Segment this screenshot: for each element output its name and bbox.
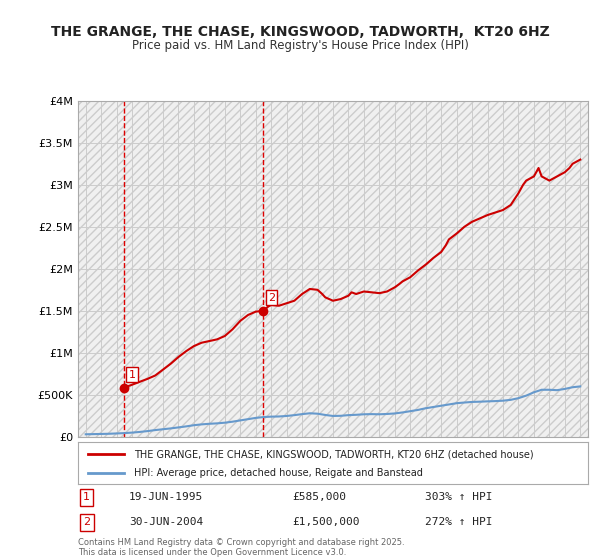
Text: 2: 2 <box>268 293 275 303</box>
Text: 272% ↑ HPI: 272% ↑ HPI <box>425 517 493 528</box>
Text: 1: 1 <box>83 492 90 502</box>
Text: THE GRANGE, THE CHASE, KINGSWOOD, TADWORTH, KT20 6HZ (detached house): THE GRANGE, THE CHASE, KINGSWOOD, TADWOR… <box>134 449 534 459</box>
Text: Contains HM Land Registry data © Crown copyright and database right 2025.
This d: Contains HM Land Registry data © Crown c… <box>78 538 404 557</box>
Text: 303% ↑ HPI: 303% ↑ HPI <box>425 492 493 502</box>
Text: 2: 2 <box>83 517 90 528</box>
Text: HPI: Average price, detached house, Reigate and Banstead: HPI: Average price, detached house, Reig… <box>134 468 423 478</box>
Text: 1: 1 <box>128 370 136 380</box>
Text: £585,000: £585,000 <box>292 492 346 502</box>
Text: 30-JUN-2004: 30-JUN-2004 <box>129 517 203 528</box>
Text: 19-JUN-1995: 19-JUN-1995 <box>129 492 203 502</box>
Text: Price paid vs. HM Land Registry's House Price Index (HPI): Price paid vs. HM Land Registry's House … <box>131 39 469 52</box>
Text: THE GRANGE, THE CHASE, KINGSWOOD, TADWORTH,  KT20 6HZ: THE GRANGE, THE CHASE, KINGSWOOD, TADWOR… <box>50 25 550 39</box>
Text: £1,500,000: £1,500,000 <box>292 517 360 528</box>
